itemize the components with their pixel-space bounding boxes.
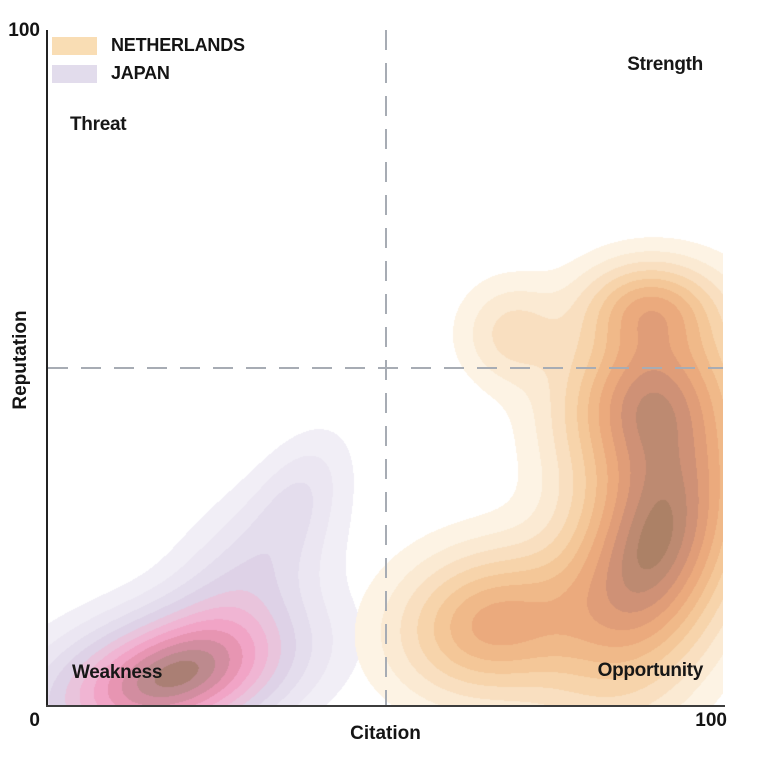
legend-item-japan: JAPAN (52, 63, 245, 84)
legend-swatch-japan (52, 64, 97, 83)
legend-item-netherlands: NETHERLANDS (52, 35, 245, 56)
legend-swatch-netherlands (52, 36, 97, 55)
quadrant-label-strength: Strength (627, 54, 703, 75)
y-axis-title: Reputation (10, 310, 31, 410)
y-axis-tick-100: 100 (8, 20, 40, 41)
x-axis-title: Citation (350, 723, 421, 744)
origin-tick-0: 0 (29, 710, 40, 731)
quadrant-label-threat: Threat (70, 114, 127, 135)
y-axis-line (46, 30, 48, 707)
guide-horizontal (48, 366, 723, 369)
quadrant-label-weakness: Weakness (72, 662, 163, 683)
quadrant-label-opportunity: Opportunity (597, 660, 704, 681)
x-axis-line (46, 705, 725, 707)
legend-label-japan: JAPAN (111, 63, 170, 83)
x-axis-tick-100: 100 (695, 710, 727, 731)
legend-label-netherlands: NETHERLANDS (111, 35, 245, 55)
plot-area: NETHERLANDS JAPAN Threat Strength Weakne… (48, 30, 723, 705)
legend: NETHERLANDS JAPAN (52, 35, 245, 91)
